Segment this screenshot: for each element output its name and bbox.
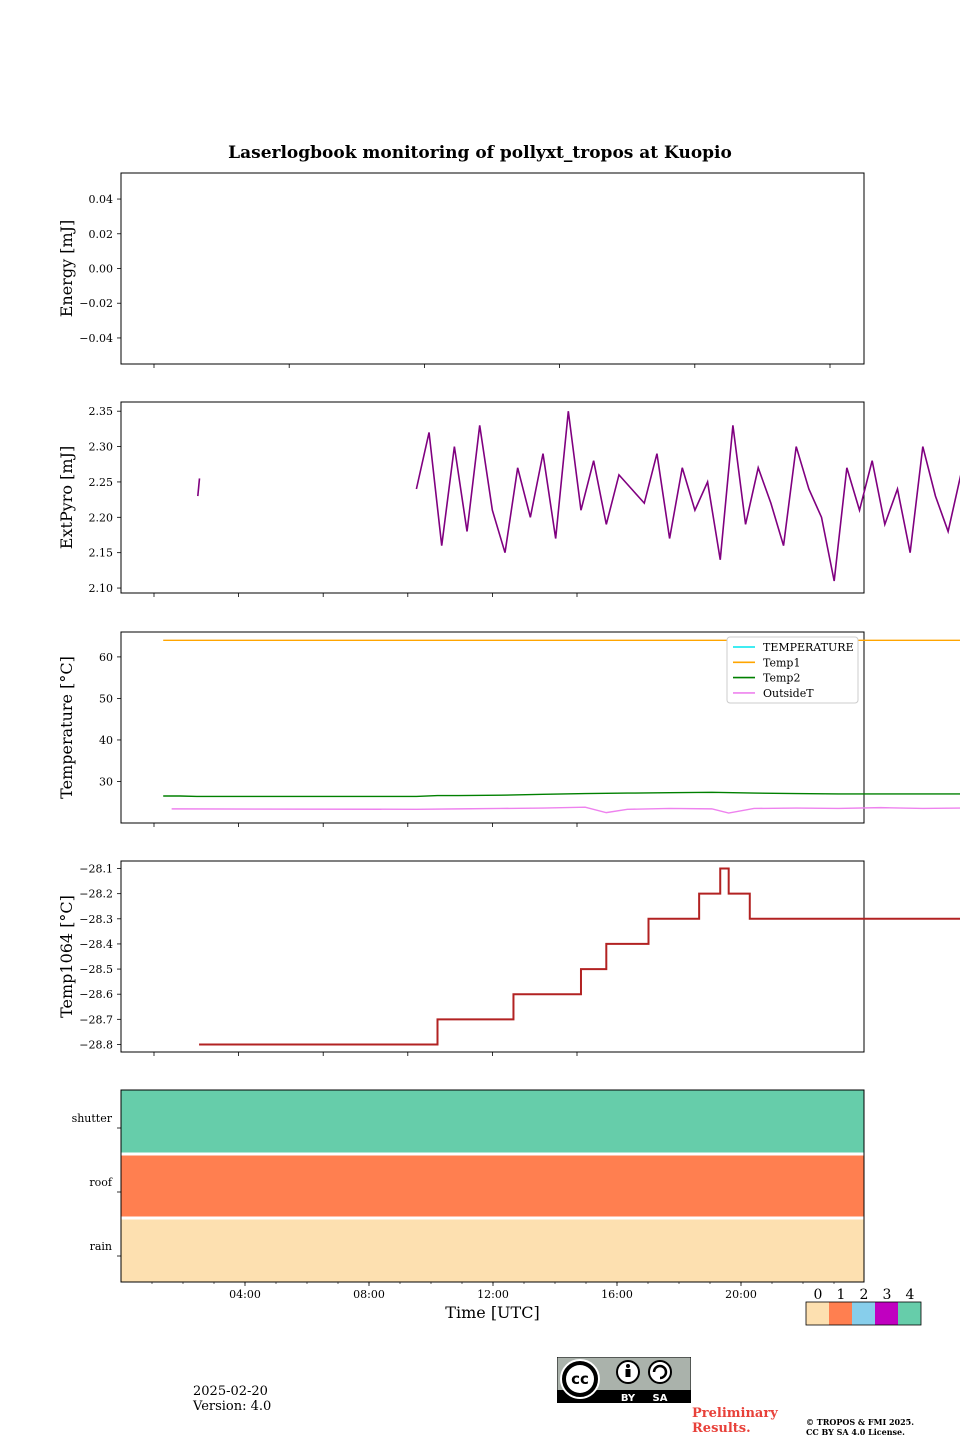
y-tick-label: 2.30 [89, 441, 114, 454]
y-tick-label: 30 [99, 775, 113, 788]
y-tick-label: −28.8 [79, 1038, 113, 1051]
colorbar-cell [852, 1302, 875, 1325]
cc-license-logo: cc BY SA [557, 1357, 691, 1403]
cc-sa-label: SA [653, 1393, 668, 1403]
series-line-outsidet [171, 806, 960, 814]
y-tick-label: 40 [99, 734, 113, 747]
y-tick-label: −28.3 [79, 913, 113, 926]
axes-frame-4 [120, 860, 865, 1053]
legend-entry: TEMPERATURE [763, 641, 854, 654]
cc-text: cc [571, 1370, 589, 1388]
y-tick-label: −28.5 [79, 963, 113, 976]
status-row-shutter [121, 1090, 864, 1153]
y-tick-label: −28.4 [79, 938, 113, 951]
x-axis-label: Time [UTC] [445, 1303, 539, 1322]
y-axis-label: Temp1064 [°C] [57, 895, 76, 1018]
y-tick-label: −28.1 [79, 863, 113, 876]
status-row-label: rain [90, 1240, 112, 1253]
colorbar-cell [806, 1302, 829, 1325]
x-tick-label: 12:00 [477, 1288, 509, 1301]
y-tick-label: 2.25 [89, 476, 114, 489]
legend: TEMPERATURE Temp1 Temp2 OutsideT [726, 636, 859, 704]
colorbar-label: 0 [814, 1287, 823, 1303]
y-tick-label: 2.15 [89, 547, 114, 560]
y-axis-label: ExtPyro [mJ] [57, 446, 76, 549]
colorbar-label: 4 [906, 1287, 915, 1303]
footer-date-block: 2025-02-20 Version: 4.0 [193, 1384, 271, 1414]
preliminary-line1: Preliminary [692, 1406, 778, 1421]
y-tick-label: 60 [99, 651, 113, 664]
y-tick-label: −28.2 [79, 888, 113, 901]
series-line-temp2 [163, 791, 960, 798]
status-row-roof [121, 1155, 864, 1217]
y-tick-label: 2.20 [89, 511, 114, 524]
colorbar-label: 1 [837, 1287, 846, 1303]
series-line-temp1064 [199, 867, 960, 1046]
y-tick-label: 0.04 [89, 193, 114, 206]
x-tick-label: 08:00 [353, 1288, 385, 1301]
plots-group: −0.04 −0.02 0.00 0.02 0.04 Energy [mJ] 2.10 2.1… [57, 172, 960, 1326]
y-axis-label: Temperature [°C] [57, 656, 76, 799]
axes-frame-1 [120, 172, 865, 365]
x-tick-label: 16:00 [601, 1288, 633, 1301]
y-tick-label: 0.02 [89, 228, 114, 241]
status-row-rain [121, 1219, 864, 1282]
copyright-line2: CC BY SA 4.0 License. [806, 1427, 905, 1437]
y-tick-label: 50 [99, 692, 113, 705]
y-tick-label: −28.6 [79, 988, 113, 1001]
colorbar-cell [829, 1302, 852, 1325]
series-line-extpyro [197, 478, 201, 497]
copyright-line1: © TROPOS & FMI 2025. [806, 1417, 915, 1427]
y-tick-label: −0.04 [79, 332, 113, 345]
legend-entry: Temp1 [763, 656, 800, 669]
colorbar-frame [805, 1301, 922, 1326]
chart-title: Laserlogbook monitoring of pollyxt_tropo… [228, 143, 732, 163]
colorbar-cell [898, 1302, 921, 1325]
copyright-note: © TROPOS & FMI 2025. CC BY SA 4.0 Licens… [806, 1417, 914, 1437]
y-tick-label: 2.35 [89, 405, 114, 418]
colorbar-label: 2 [860, 1287, 869, 1303]
preliminary-note: Preliminary Results. [692, 1406, 778, 1436]
preliminary-line2: Results. [692, 1421, 751, 1436]
y-tick-label: 0.00 [89, 263, 114, 276]
cc-by-label: BY [621, 1393, 636, 1403]
status-row-label: roof [89, 1176, 113, 1189]
legend-box [726, 636, 859, 704]
legend-entry: Temp2 [763, 672, 800, 685]
y-tick-label: 2.10 [89, 582, 114, 595]
axes-frame-5 [120, 1089, 865, 1283]
status-row-label: shutter [72, 1112, 113, 1125]
footer-date: 2025-02-20 [193, 1384, 268, 1399]
x-tick-label: 20:00 [725, 1288, 757, 1301]
colorbar-label: 3 [883, 1287, 892, 1303]
y-tick-label: −28.7 [79, 1013, 113, 1026]
legend-entry: OutsideT [763, 687, 814, 700]
y-tick-label: −0.02 [79, 297, 113, 310]
footer-version: Version: 4.0 [193, 1399, 272, 1414]
colorbar-cell [875, 1302, 898, 1325]
series-line-extpyro [415, 411, 960, 582]
x-tick-label: 04:00 [229, 1288, 261, 1301]
y-axis-label: Energy [mJ] [57, 220, 76, 318]
axes-frame-2 [120, 401, 865, 594]
